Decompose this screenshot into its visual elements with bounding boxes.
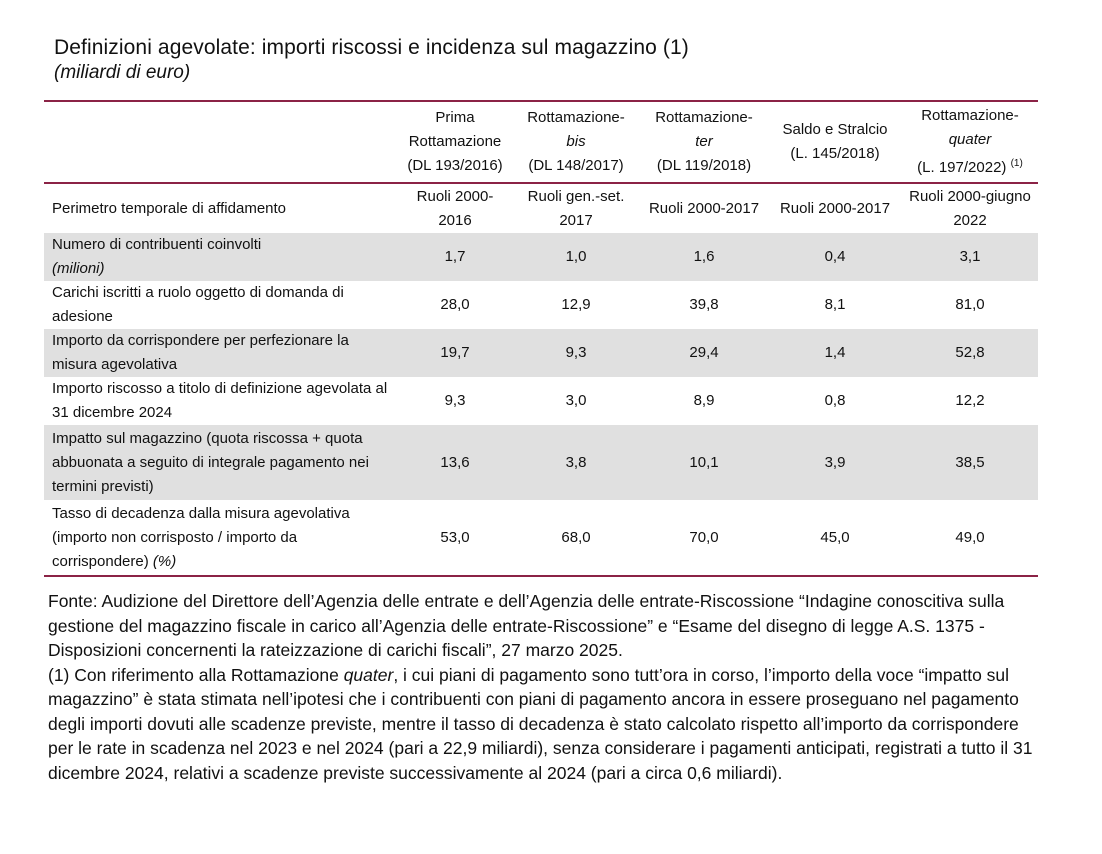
table-cell: 39,8 xyxy=(689,296,719,313)
table-cell: 3,8 xyxy=(512,425,640,500)
footnote-1: (1) Con riferimento alla Rottamazione qu… xyxy=(48,664,1033,783)
row-label: Carichi iscritti a ruolo oggetto di doma… xyxy=(52,284,344,325)
table-cell: 70,0 xyxy=(640,500,768,577)
table-cell: 19,7 xyxy=(398,329,512,377)
row-label: Importo riscosso a titolo di definizione… xyxy=(52,380,388,421)
table-cell: 28,0 xyxy=(440,296,470,313)
header-row: Prima Rottamazione (DL 193/2016) Rottamazi… xyxy=(44,100,1038,184)
table-row: Tasso di decadenza dalla misura agevolat… xyxy=(44,500,1038,577)
table-cell: Ruoli gen.-set. 2017 xyxy=(527,187,625,229)
table-cell: 0,8 xyxy=(824,392,846,409)
table-row: Perimetro temporale di affidamento Ruoli… xyxy=(44,183,1038,233)
table-cell: 53,0 xyxy=(398,500,512,577)
data-table: Prima Rottamazione (DL 193/2016) Rottamazi… xyxy=(44,100,1038,577)
table-cell: Ruoli 2000-2016 xyxy=(416,187,494,229)
table-row: Impatto sul magazzino (quota riscossa + … xyxy=(44,425,1038,500)
table-cell: 8,1 xyxy=(824,296,846,313)
table-cell: 45,0 xyxy=(768,500,902,577)
table-cell: 1,4 xyxy=(768,329,902,377)
document: Definizioni agevolate: importi riscossi … xyxy=(44,36,1038,785)
table-title: Definizioni agevolate: importi riscossi … xyxy=(54,36,689,59)
table-cell: Ruoli 2000-2017 xyxy=(779,199,891,217)
column-header: Prima Rottamazione (DL 193/2016) xyxy=(398,100,512,184)
table-cell: 0,4 xyxy=(768,233,902,281)
table-cell: 1,6 xyxy=(640,233,768,281)
table-cell: 8,9 xyxy=(693,392,715,409)
table-row: Numero di contribuenti coinvolti (milioni… xyxy=(44,233,1038,281)
table-cell: Ruoli 2000-giugno 2022 xyxy=(909,187,1031,229)
row-label: Tasso di decadenza dalla misura agevolat… xyxy=(44,500,398,577)
source-note: Fonte: Audizione del Direttore dell’Agen… xyxy=(48,589,1038,785)
table-row: Carichi iscritti a ruolo oggetto di doma… xyxy=(44,281,1038,329)
table-cell: 29,4 xyxy=(640,329,768,377)
table-cell: 3,1 xyxy=(902,233,1038,281)
table-cell: 10,1 xyxy=(640,425,768,500)
table-cell: 3,9 xyxy=(768,425,902,500)
table-row: Importo da corrispondere per perfezionar… xyxy=(44,329,1038,377)
table-cell: 12,2 xyxy=(955,392,985,409)
row-label: Numero di contribuenti coinvolti (milioni… xyxy=(44,233,398,281)
column-header: Rottamazione-ter (DL 119/2018) xyxy=(640,100,768,184)
table-cell: 9,3 xyxy=(512,329,640,377)
table-row: Importo riscosso a titolo di definizione… xyxy=(44,377,1038,425)
table-cell: 49,0 xyxy=(902,500,1038,577)
table-cell: Ruoli 2000-2017 xyxy=(648,199,760,217)
row-label: Perimetro temporale di affidamento xyxy=(52,199,287,217)
table-cell: 81,0 xyxy=(955,296,985,313)
table-cell: 38,5 xyxy=(902,425,1038,500)
table-cell: 12,9 xyxy=(561,296,591,313)
row-label: Impatto sul magazzino (quota riscossa + … xyxy=(44,425,398,500)
row-label: Importo da corrispondere per perfezionar… xyxy=(44,329,398,377)
table-cell: 68,0 xyxy=(512,500,640,577)
column-header: Saldo e Stralcio (L. 145/2018) xyxy=(768,100,902,184)
column-header: Rottamazione-bis (DL 148/2017) xyxy=(512,100,640,184)
column-header: Rottamazione-quater (L. 197/2022) (1) xyxy=(902,100,1038,184)
table-cell: 9,3 xyxy=(444,392,466,409)
table-cell: 52,8 xyxy=(902,329,1038,377)
table-cell: 1,0 xyxy=(512,233,640,281)
table-cell: 13,6 xyxy=(398,425,512,500)
table-cell: 3,0 xyxy=(565,392,587,409)
table-subtitle: (miliardi di euro) xyxy=(54,62,191,83)
table-cell: 1,7 xyxy=(398,233,512,281)
